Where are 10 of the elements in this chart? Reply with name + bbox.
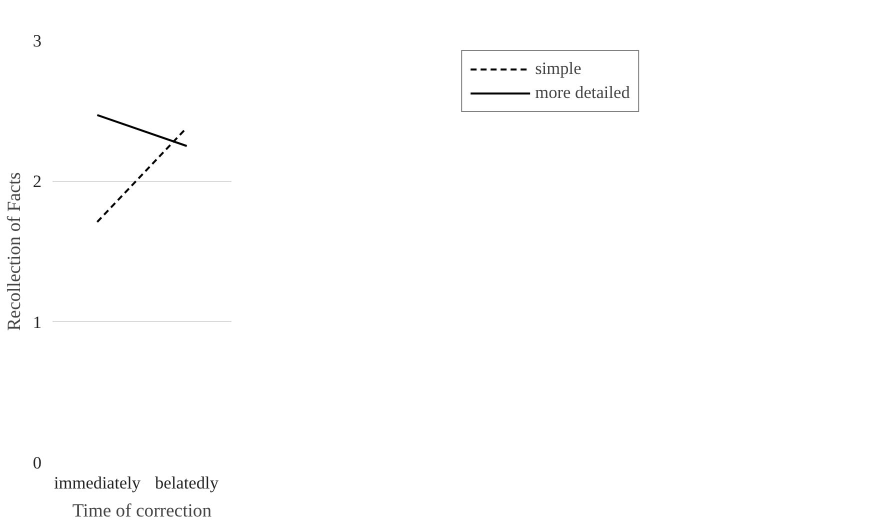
legend-label: more detailed	[535, 83, 630, 103]
y-axis-title: Recollection of Facts	[4, 172, 25, 331]
legend-label: simple	[535, 59, 582, 79]
x-tick-label: belatedly	[154, 474, 219, 492]
x-axis-title: Time of correction	[72, 500, 212, 522]
y-tick-label: 0	[32, 454, 42, 472]
y-tick-label: 3	[32, 32, 42, 50]
x-tick-label: immediately	[54, 474, 141, 492]
y-tick-label: 2	[32, 172, 42, 192]
y-tick-label: 1	[32, 312, 42, 332]
